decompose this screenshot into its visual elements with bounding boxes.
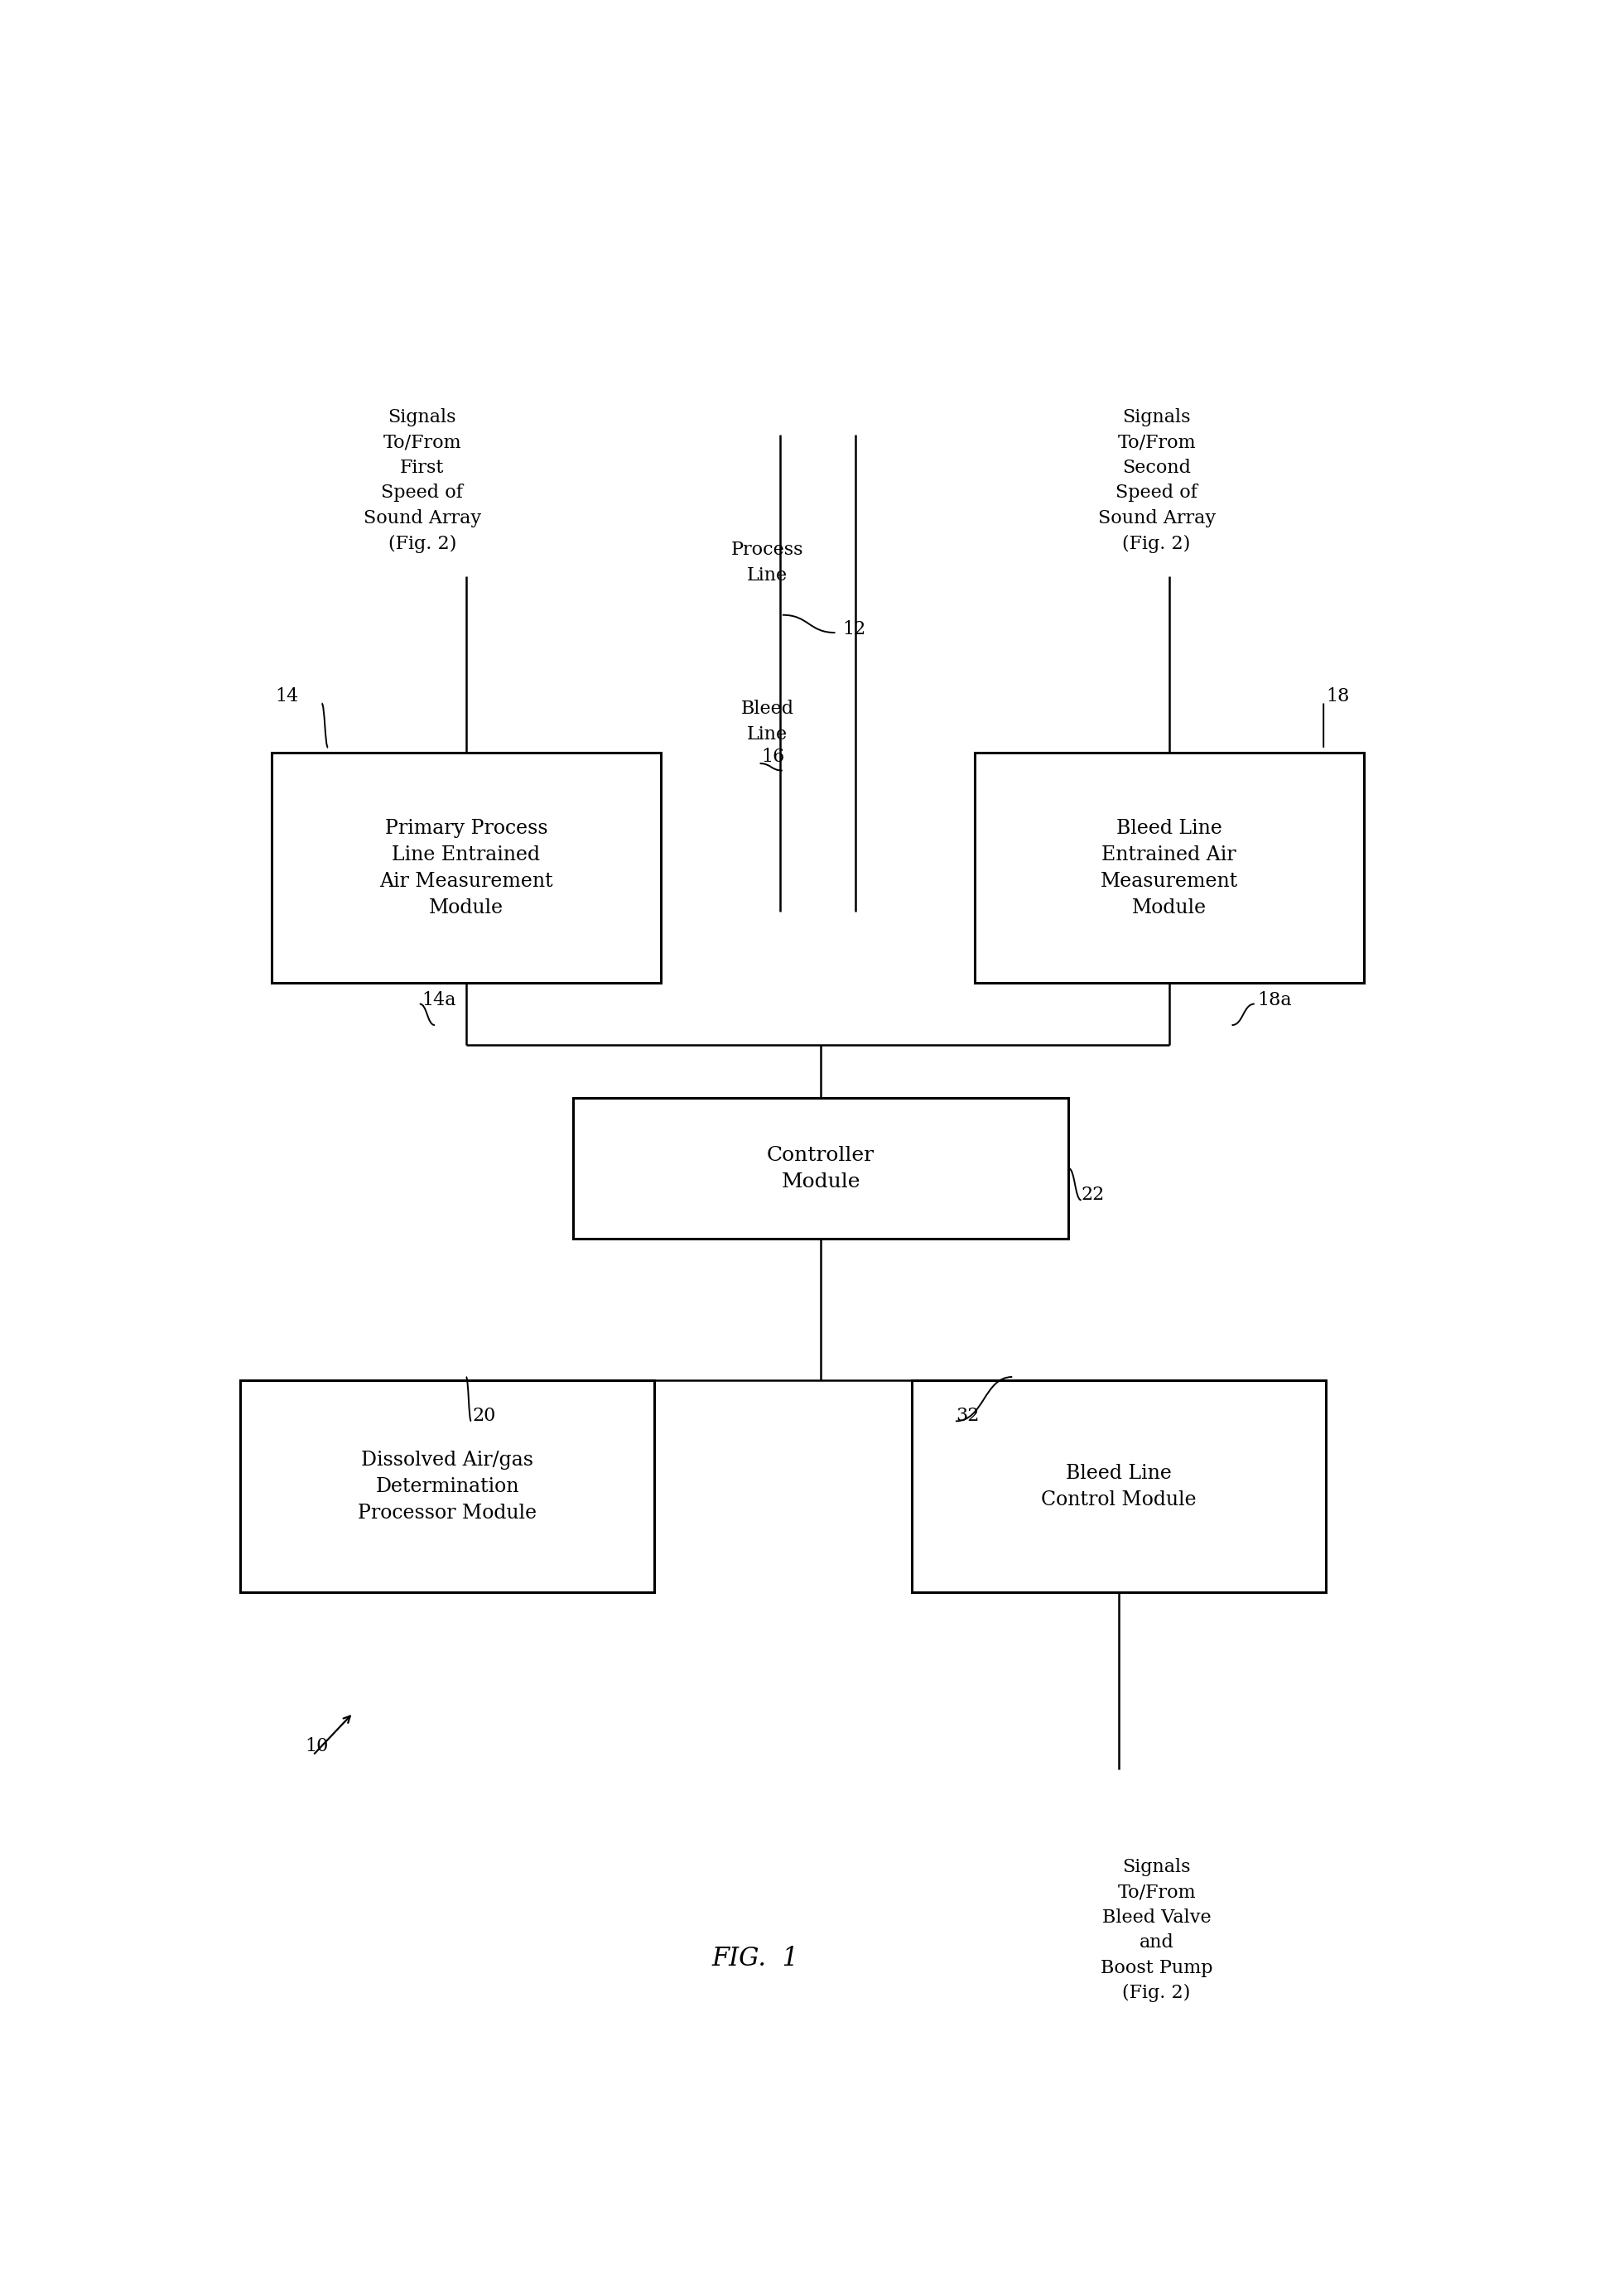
Text: FIG.  1: FIG. 1 (711, 1945, 798, 1972)
Text: 32: 32 (955, 1407, 979, 1426)
FancyBboxPatch shape (911, 1380, 1326, 1593)
Text: 14a: 14a (423, 992, 457, 1010)
Text: Signals
To/From
First
Speed of
Sound Array
(Fig. 2): Signals To/From First Speed of Sound Arr… (363, 409, 481, 553)
FancyBboxPatch shape (573, 1097, 1069, 1240)
Text: 20: 20 (473, 1407, 495, 1426)
Text: 10: 10 (306, 1738, 329, 1756)
Text: Controller
Module: Controller Module (766, 1146, 874, 1192)
Text: Bleed Line
Control Module: Bleed Line Control Module (1041, 1465, 1196, 1508)
Text: 18: 18 (1326, 687, 1349, 705)
FancyBboxPatch shape (240, 1380, 654, 1593)
Text: 16: 16 (761, 746, 784, 765)
Text: 14: 14 (275, 687, 298, 705)
Text: Signals
To/From
Second
Speed of
Sound Array
(Fig. 2): Signals To/From Second Speed of Sound Ar… (1098, 409, 1214, 553)
Text: Bleed
Line: Bleed Line (740, 700, 793, 744)
Text: Process
Line: Process Line (730, 542, 803, 583)
Text: 22: 22 (1081, 1185, 1104, 1203)
Text: Signals
To/From
Bleed Valve
and
Boost Pump
(Fig. 2): Signals To/From Bleed Valve and Boost Pu… (1099, 1857, 1213, 2002)
Text: Primary Process
Line Entrained
Air Measurement
Module: Primary Process Line Entrained Air Measu… (379, 817, 552, 916)
Text: 18a: 18a (1256, 992, 1290, 1010)
Text: Dissolved Air/gas
Determination
Processor Module: Dissolved Air/gas Determination Processo… (358, 1451, 536, 1522)
Text: Bleed Line
Entrained Air
Measurement
Module: Bleed Line Entrained Air Measurement Mod… (1099, 817, 1237, 916)
Text: 12: 12 (842, 620, 866, 638)
FancyBboxPatch shape (975, 753, 1363, 983)
FancyBboxPatch shape (272, 753, 661, 983)
